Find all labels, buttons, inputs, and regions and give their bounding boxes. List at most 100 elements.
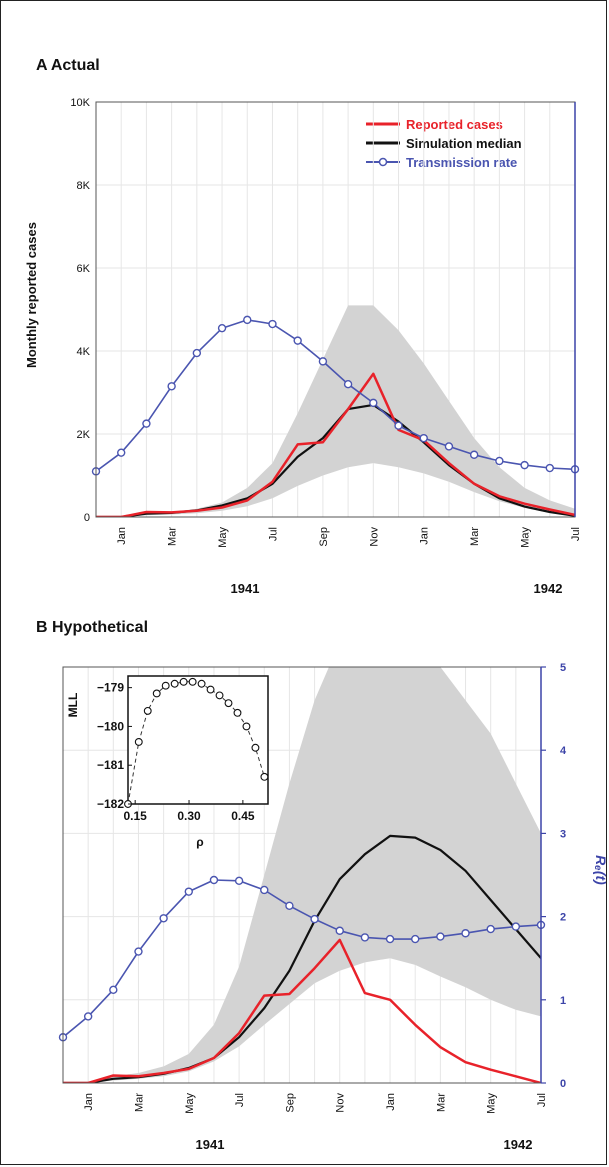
inset-point [242, 722, 251, 731]
panel-b-transmission-point [134, 947, 143, 956]
panel-b-year-1941: 1941 [196, 1137, 225, 1152]
panel-b-month-label: Sep [284, 1093, 296, 1113]
panel-b-right-label: Rₑ(t) [593, 855, 609, 885]
panel-b-transmission-point [335, 926, 344, 935]
inset-xlabel: ρ [196, 835, 203, 849]
inset-point [224, 699, 233, 708]
panel-a-title: A Actual [36, 57, 100, 74]
panel-a-month-label: Jan [116, 527, 128, 545]
panel-b-transmission-point [260, 885, 269, 895]
panel-b-transmission-point [109, 985, 118, 995]
panel-a-transmission-point [369, 398, 378, 408]
panel-a-transmission-point [142, 419, 151, 428]
panel-a-transmission-point [217, 323, 227, 333]
panel-a-ytick-label: 0 [84, 512, 90, 524]
panel-b-transmission-point [83, 1012, 93, 1021]
panel-b-month-label: Jul [234, 1093, 246, 1107]
panel-a-ytick-label: 10K [70, 97, 90, 109]
panel-a-transmission-point [545, 463, 554, 473]
panel-b-month-label: Jan [83, 1093, 95, 1111]
panel-a-month-label: Jul [268, 527, 280, 541]
panel-a-transmission-rate-line [96, 319, 575, 473]
panel-b-transmission-point [436, 932, 445, 941]
panel-a-transmission-point [444, 442, 454, 451]
panel-b-reported-cases-line [63, 938, 541, 1083]
inset-dashed-curve [127, 681, 265, 805]
panel-b-reproduction-number-line [63, 879, 541, 1038]
panel-a-transmission-point [318, 357, 328, 366]
panel-b-month-label: May [184, 1093, 196, 1114]
inset-point [152, 689, 161, 698]
panel-b-month-label: Jul [536, 1093, 548, 1107]
panel-b-transmission-point [209, 875, 219, 885]
panel-a-month-label: Nov [368, 527, 380, 547]
panel-a-month-label: Mar [167, 527, 179, 546]
panel-b-right-tick-label: 0 [560, 1078, 566, 1090]
inset-point [134, 737, 143, 746]
panel-b-right-tick-label: 3 [560, 828, 566, 840]
inset-point [143, 706, 152, 715]
inset-xtick-label: 0.15 [123, 809, 147, 823]
panel-a-transmission-point [268, 319, 277, 329]
inset-point [206, 685, 215, 694]
inset-ytick-label: −181 [97, 758, 124, 772]
panel-b-transmission-point [486, 924, 495, 934]
legend-marker-transmission [378, 157, 388, 167]
panel-a-transmission-point [394, 421, 403, 430]
panel-b-transmission-point [159, 914, 168, 923]
panel-a-month-label: May [217, 527, 229, 548]
panel-b-transmission-point [310, 914, 319, 924]
inset-ytick-label: −182 [97, 797, 124, 811]
panel-b-right-tick-label: 5 [560, 662, 566, 674]
panel-b-transmission-point [234, 876, 244, 886]
panel-a-transmission-point [293, 336, 302, 345]
panel-b-transmission-point [385, 934, 395, 944]
inset-point [188, 677, 197, 686]
legend: Reported cases Simulation median Transmi… [366, 117, 522, 170]
panel-b-month-label: Jan [385, 1093, 397, 1111]
inset-point [179, 677, 188, 686]
panel-a-month-label: Jan [419, 527, 431, 545]
panel-b-transmission-point [461, 929, 470, 938]
panel-a-ytick-label: 4K [77, 346, 91, 358]
inset-point [251, 743, 260, 752]
panel-b-month-label: Nov [335, 1093, 347, 1113]
panel-b-right-tick-label: 4 [560, 745, 567, 757]
panel-a-month-label: Jul [570, 527, 582, 541]
panel-b-uncertainty-band [63, 667, 541, 1083]
panel-a-transmission-point [419, 433, 428, 443]
panel-b-transmission-point [184, 887, 193, 896]
panel-a-year-1941: 1941 [231, 581, 260, 596]
panel-a-month-label: Mar [469, 527, 481, 546]
panel-b-year-1942: 1942 [504, 1137, 533, 1152]
panel-a-month-label: May [520, 527, 532, 548]
panel-b-title: B Hypothetical [36, 619, 148, 636]
panel-a-transmission-point [192, 348, 202, 358]
panel-b-month-label: Mar [134, 1093, 146, 1112]
inset-point [233, 708, 242, 717]
panel-a-ytick-label: 6K [77, 263, 91, 275]
panel-b-transmission-point [511, 922, 521, 931]
panel-a-ytick-label: 2K [77, 429, 91, 441]
inset-point [260, 772, 269, 781]
inset-ylabel: MLL [66, 693, 80, 718]
panel-b-transmission-point [360, 933, 370, 942]
inset-point [161, 681, 170, 690]
panel-a-transmission-point [167, 382, 176, 391]
panel-a-month-label: Sep [318, 527, 330, 547]
panel-b-transmission-point [285, 901, 294, 910]
panel-b-right-tick-label: 2 [560, 912, 566, 924]
panel-a-ylabel: Monthly reported cases [24, 222, 39, 368]
panel-a-year-1942: 1942 [534, 581, 563, 596]
panel-a-transmission-point [469, 450, 479, 459]
panel-a-transmission-point [495, 456, 504, 466]
panel-a-reported-cases-line [96, 372, 575, 517]
panel-a-transmission-point [117, 448, 126, 457]
legend-label-transmission: Transmission rate [406, 155, 517, 170]
inset-point [197, 679, 206, 688]
inset-ytick-label: −179 [97, 681, 124, 695]
panel-a-transmission-point [520, 460, 529, 470]
panel-b-right-tick-label: 1 [560, 995, 566, 1007]
